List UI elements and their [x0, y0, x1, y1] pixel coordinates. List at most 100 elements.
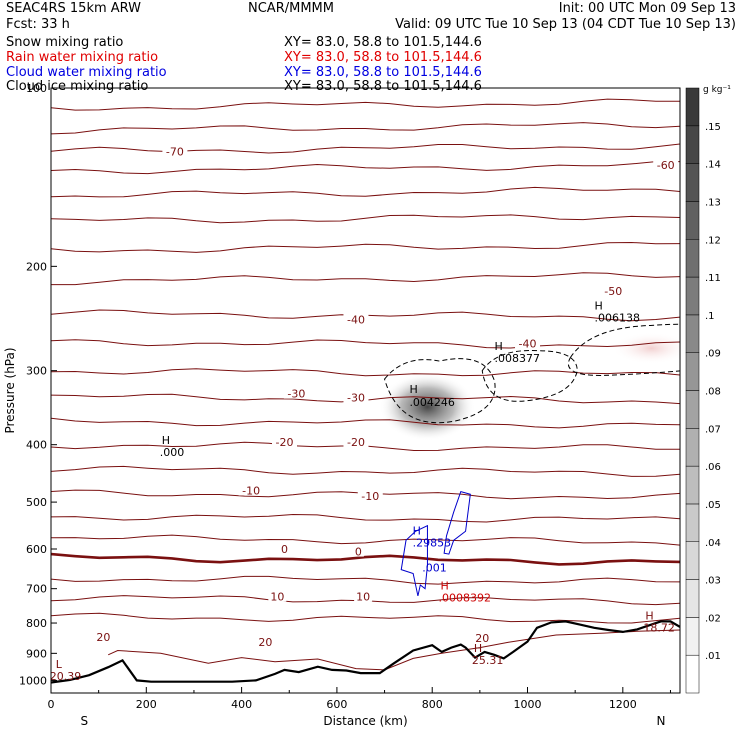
field-name-cloud-water: Cloud water mixing ratio [6, 65, 167, 80]
contour-label-bg [352, 544, 364, 557]
colorbar-tick-label: .13 [705, 197, 721, 208]
max-marker: H [441, 579, 449, 592]
contour-label-bg [653, 158, 679, 171]
temperature-contour [51, 465, 680, 477]
colorbar-segment [685, 390, 700, 429]
temperature-contour-label: 0 [355, 546, 362, 559]
max-marker: H [474, 642, 482, 655]
temperature-contour [51, 241, 680, 253]
temperature-contour-label: -70 [166, 146, 184, 159]
y-tick-label: 500 [26, 496, 47, 509]
field-xy-cloud-water: XY= 83.0, 58.8 to 101.5,144.6 [284, 65, 482, 80]
field-name-rain: Rain water mixing ratio [6, 50, 159, 65]
max-value-label: .000 [160, 446, 185, 459]
max-marker: H [162, 434, 170, 447]
cloud-water-contour [443, 490, 471, 555]
max-marker: H [645, 609, 653, 622]
cloud-water-max-marker: H [413, 525, 421, 538]
temperature-contour-label: -50 [604, 285, 622, 298]
forecast-hour: Fcst: 33 h [6, 17, 70, 32]
colorbar-tick-label: .15 [705, 122, 721, 133]
contour-label-bg [256, 635, 275, 648]
colorbar-segment [685, 465, 700, 505]
cloud-water-label: .001 [422, 562, 447, 575]
max-value-label: 18.72 [643, 621, 675, 634]
contour-label-bg [162, 144, 188, 157]
x-tick-label: 1000 [514, 698, 542, 711]
organization-label: NCAR/MMMM [248, 1, 334, 16]
x-axis-label: Distance (km) [323, 714, 407, 728]
temperature-contour [51, 368, 680, 377]
field-xy-snow: XY= 83.0, 58.8 to 101.5,144.6 [284, 35, 482, 50]
y-tick-label: 900 [26, 647, 47, 660]
model-title: SEAC4RS 15km ARW [6, 1, 142, 16]
temperature-contour [51, 552, 680, 566]
y-tick-label: 200 [26, 260, 47, 273]
x-tick-label: 600 [326, 698, 347, 711]
cloud-ice-label: .006138 [595, 312, 641, 325]
y-top-tick-label: 100 [26, 82, 47, 95]
colorbar-segment [685, 276, 700, 316]
temperature-contour-label: 10 [270, 591, 284, 604]
contour-label-bg [354, 589, 373, 602]
colorbar-segment [685, 163, 700, 202]
temperature-contour-label: 20 [96, 631, 110, 644]
contour-label-bg [473, 631, 492, 644]
x-tick-label: 400 [231, 698, 252, 711]
contour-label-bg [238, 483, 264, 496]
contour-label-bg [283, 386, 309, 399]
field-xy-cloud-ice: XY= 83.0, 58.8 to 101.5,144.6 [284, 79, 482, 94]
colorbar-segment [685, 201, 700, 240]
cloud-ice-contour [481, 350, 578, 402]
colorbar-tick-label: .1 [705, 311, 715, 322]
x-tick-label: 0 [48, 698, 55, 711]
contour-label-bg [343, 312, 369, 325]
max-value-label: 25.31 [472, 654, 504, 667]
temperature-contour [51, 122, 680, 135]
x-tick-label: 200 [136, 698, 157, 711]
temperature-contour [51, 534, 680, 546]
colorbar-tick-label: .04 [705, 538, 721, 549]
y-tick-label: 700 [26, 583, 47, 596]
snow-shading [379, 372, 476, 441]
temperature-contour-label: -30 [347, 392, 365, 405]
colorbar-tick-label: .05 [705, 500, 721, 511]
cloud-ice-label: .008377 [494, 352, 540, 365]
init-time: Init: 00 UTC Mon 09 Sep 13 [558, 1, 736, 16]
cloud-ice-contour [384, 358, 496, 424]
temperature-contour [51, 513, 680, 523]
snow-max-label: .004246 [409, 396, 455, 409]
endpoint-south: S [81, 714, 89, 728]
temperature-contour-label: -20 [347, 436, 365, 449]
contour-label-bg [94, 630, 113, 643]
colorbar-segment [685, 87, 700, 127]
y-tick-label: 800 [26, 617, 47, 630]
terrain-line [51, 620, 680, 684]
colorbar-segment [685, 617, 700, 656]
colorbar-segment [685, 314, 700, 353]
colorbar: .01 .02 .03 .04 .05 .06 .07 .08 .09 .1 .11 .12 .13 .1… [685, 85, 731, 694]
colorbar-tick-label: .12 [705, 235, 721, 246]
temperature-contour-label: -10 [361, 490, 379, 503]
colorbar-segment [685, 579, 700, 618]
colorbar-tick-label: .02 [705, 613, 721, 624]
contour-label-bg [268, 589, 287, 602]
colorbar-segment [685, 654, 700, 694]
plot-area: -70 -60 -50 -40 -40 -30 -30 -20 -20 -10 -10 0 0 10 10 2… [51, 98, 680, 684]
temperature-contour-label: 20 [475, 632, 489, 645]
contour-label-bg [278, 542, 290, 555]
temperature-contour-label: -40 [347, 314, 365, 327]
contour-label-bg [343, 435, 369, 448]
colorbar-tick-label: .11 [705, 273, 721, 284]
y-tick-label: 300 [26, 365, 47, 378]
x-tick-label: 1200 [609, 698, 637, 711]
temperature-contour [51, 272, 680, 286]
temperature-contour-label: -20 [276, 436, 294, 449]
y-tick-label: 600 [26, 543, 47, 556]
colorbar-tick-label: .03 [705, 576, 721, 587]
plot-frame [50, 87, 681, 694]
rain-shading [611, 332, 680, 365]
temperature-contour [51, 143, 680, 154]
temperature-contour [51, 575, 680, 585]
colorbar-tick-label: .07 [705, 424, 721, 435]
